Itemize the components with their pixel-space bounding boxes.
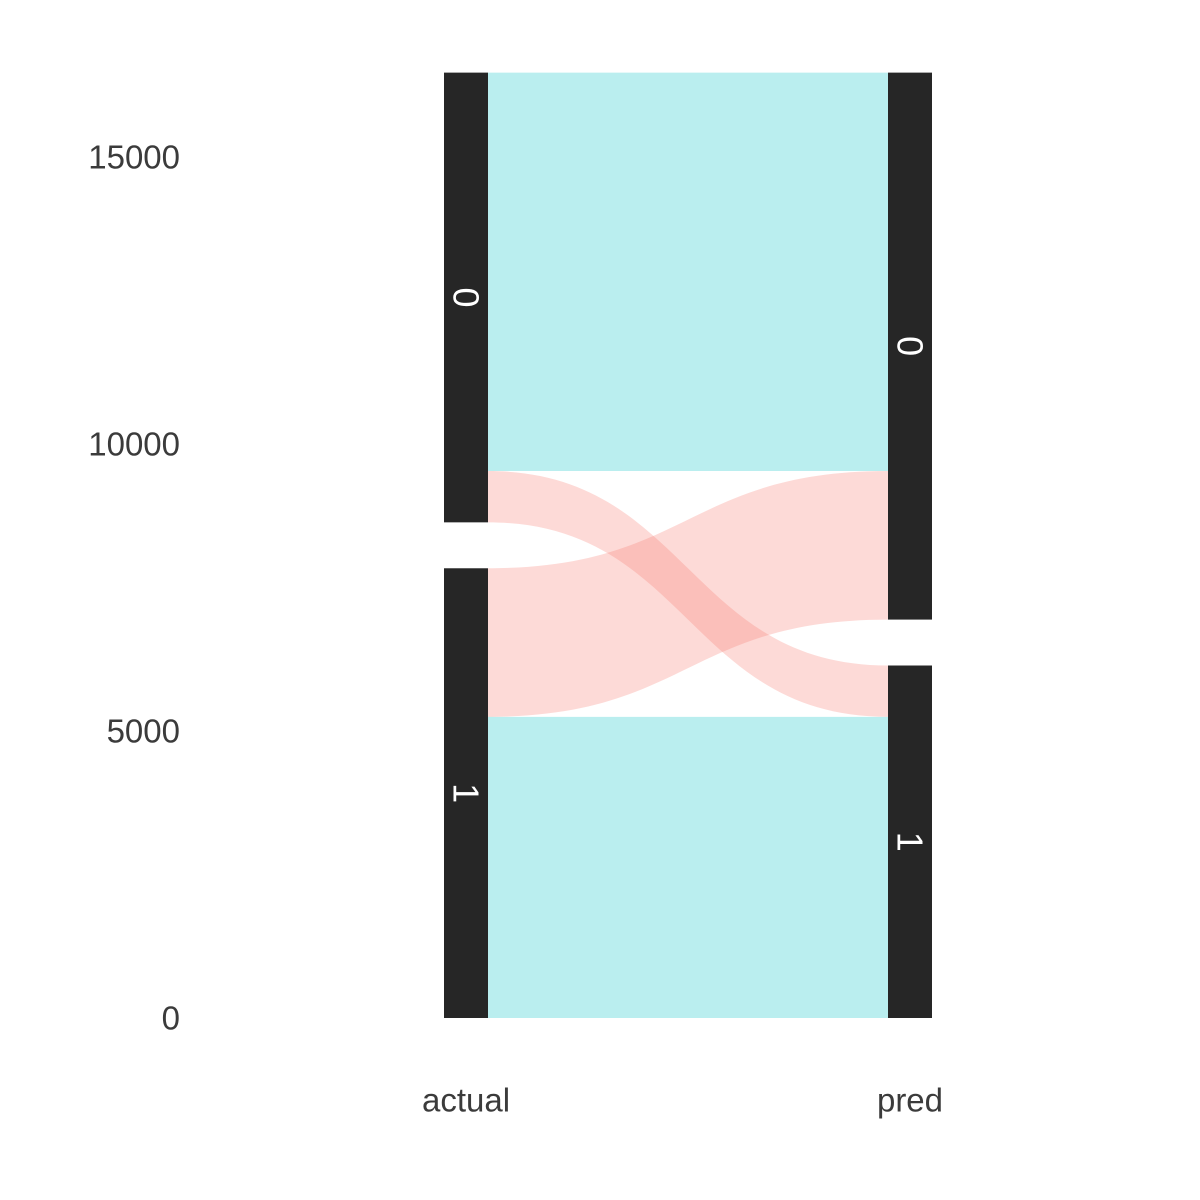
stratum-pred-0: [888, 72, 932, 620]
stratum-label-actual-1: 1: [446, 783, 487, 803]
y-tick-label: 0: [162, 1000, 180, 1037]
flow-1-to-1: [488, 716, 888, 1018]
stratum-label-pred-0: 0: [890, 336, 931, 356]
flow-layer: [488, 72, 888, 1018]
flow-1-to-0: [488, 471, 888, 717]
flow-0-to-1: [488, 471, 888, 717]
x-axis-label-pred: pred: [877, 1082, 943, 1119]
y-axis-ticks: 0 5000 10000 15000: [88, 139, 180, 1037]
y-tick-label: 10000: [88, 426, 180, 463]
y-tick-label: 15000: [88, 139, 180, 176]
x-axis-labels: actual pred: [422, 1082, 943, 1119]
stratum-actual-0: [444, 72, 488, 523]
stratum-pred-1: [888, 665, 932, 1018]
stratum-label-pred-1: 1: [890, 832, 931, 852]
y-tick-label: 5000: [107, 713, 180, 750]
stratum-label-actual-0: 0: [446, 287, 487, 307]
stratum-actual-1: [444, 568, 488, 1018]
flow-0-to-0: [488, 72, 888, 472]
x-axis-label-actual: actual: [422, 1082, 510, 1119]
stratum-layer: 0 1 0 1: [444, 72, 932, 1018]
